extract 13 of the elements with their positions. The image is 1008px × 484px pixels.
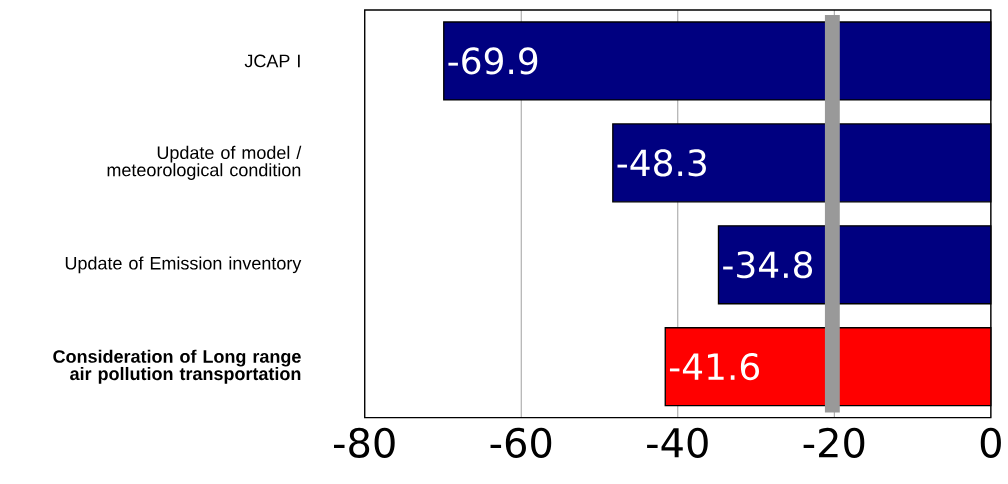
x-tick-label: -60 xyxy=(490,427,552,459)
data-label: -34.8 xyxy=(723,251,813,279)
x-tick-label: -20 xyxy=(803,427,865,459)
data-label: -48.3 xyxy=(617,149,706,177)
y-tick-label: Consideration of Long range air pollution transportation xyxy=(53,349,301,384)
x-tick-label: 0 xyxy=(980,427,1001,459)
y-tick-label: JCAP I xyxy=(244,54,300,68)
data-label: -69.9 xyxy=(448,47,538,75)
y-tick-label: Update of model / meteorological condition xyxy=(107,146,302,181)
x-tick-label: -40 xyxy=(647,427,708,459)
y-tick-label: Update of Emission inventory xyxy=(65,256,302,274)
data-label: -41.6 xyxy=(669,353,759,381)
x-tick-label: -80 xyxy=(334,427,395,459)
